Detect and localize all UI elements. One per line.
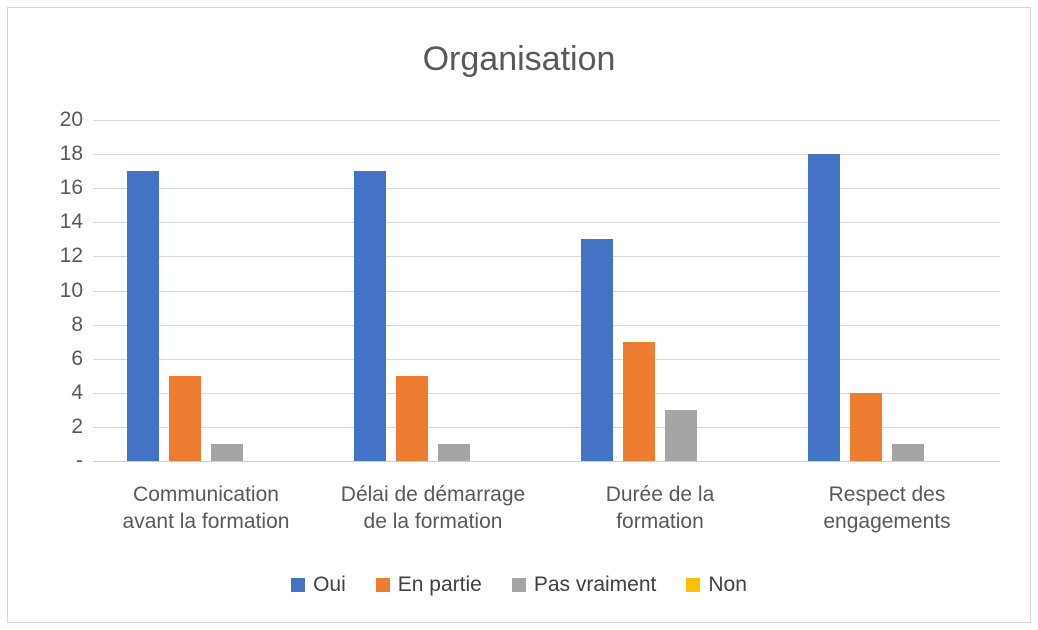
y-tick-label: 20 (59, 108, 83, 131)
legend-label: En partie (397, 573, 482, 596)
y-tick-label: 8 (71, 313, 83, 336)
y-tick-label: 6 (71, 347, 83, 370)
bar-oui-cat4 (808, 154, 840, 461)
gridline (93, 325, 1000, 326)
legend-swatch-icon (375, 578, 390, 592)
bar-pas-vraiment-cat1 (211, 444, 243, 461)
legend: Oui En partie Pas vraiment Non (8, 573, 1030, 597)
x-axis-line (93, 461, 1000, 462)
bar-oui-cat3 (581, 239, 613, 461)
gridline (93, 188, 1000, 189)
gridline (93, 359, 1000, 360)
y-tick-label: 2 (71, 415, 83, 438)
bar-pas-vraiment-cat3 (665, 410, 697, 461)
bar-pas-vraiment-cat4 (892, 444, 924, 461)
gridline (93, 393, 1000, 394)
legend-item-en-partie: En partie (375, 573, 482, 597)
category-label: Délai de démarrage de la formation (340, 483, 526, 533)
y-tick-label: 4 (71, 381, 83, 404)
category-label: Communication avant la formation (122, 483, 290, 533)
gridline (93, 222, 1000, 223)
y-tick-label: 14 (59, 210, 83, 233)
legend-swatch-icon (291, 578, 306, 592)
gridline (93, 154, 1000, 155)
legend-label: Oui (313, 573, 346, 596)
y-tick-label: 12 (59, 244, 83, 267)
y-tick-label: 18 (59, 142, 83, 165)
gridline (93, 256, 1000, 257)
legend-swatch-icon (511, 578, 526, 592)
y-tick-label: 16 (59, 176, 83, 199)
legend-item-oui: Oui (291, 573, 346, 597)
category-label: Respect des engagements (823, 483, 951, 533)
category-label: Durée de la formation (605, 483, 715, 533)
legend-item-non: Non (686, 573, 747, 597)
bar-en-partie-cat3 (623, 342, 655, 461)
legend-swatch-icon (686, 578, 701, 592)
chart-frame: Organisation Oui En partie Pas vraiment Non… (7, 7, 1031, 623)
bar-pas-vraiment-cat2 (438, 444, 470, 461)
y-tick-label: - (76, 449, 83, 472)
gridline (93, 120, 1000, 121)
bar-en-partie-cat4 (850, 393, 882, 461)
bar-oui-cat2 (354, 171, 386, 461)
gridline (93, 291, 1000, 292)
bar-oui-cat1 (127, 171, 159, 461)
bar-en-partie-cat2 (396, 376, 428, 461)
legend-label: Pas vraiment (533, 573, 657, 596)
y-tick-label: 10 (59, 279, 83, 302)
legend-label: Non (708, 573, 747, 596)
bar-en-partie-cat1 (169, 376, 201, 461)
chart-title: Organisation (422, 40, 616, 78)
gridline (93, 427, 1000, 428)
legend-item-pas-vraiment: Pas vraiment (511, 573, 657, 597)
